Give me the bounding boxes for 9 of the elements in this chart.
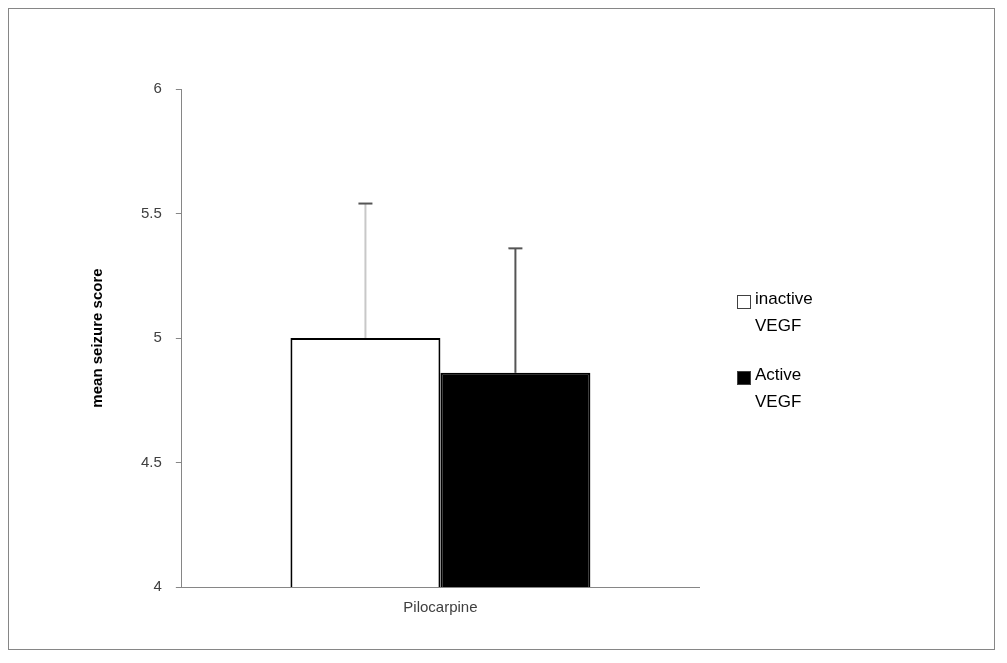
y-tick-label: 5: [153, 328, 162, 346]
y-tick-label: 4: [153, 577, 162, 595]
y-axis-title: mean seizure score: [88, 268, 106, 408]
y-tick-label: 5.5: [140, 203, 162, 221]
x-tick-label: Pilocarpine: [403, 598, 478, 616]
y-tick-label: 4.5: [140, 452, 162, 470]
y-tick-label: 6: [153, 79, 162, 97]
legend-label: Active VEGF: [755, 364, 803, 413]
text: inactive VEGF: [755, 288, 814, 337]
